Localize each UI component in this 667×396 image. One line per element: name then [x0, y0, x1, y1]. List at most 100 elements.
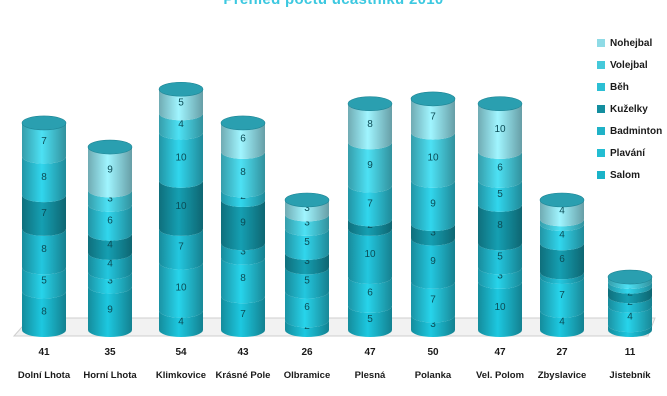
segment-value-label: 6: [367, 287, 373, 298]
bar-segment: [159, 113, 203, 140]
legend-item: Volejbal: [597, 54, 665, 76]
bar-segment: [88, 204, 132, 241]
segment-value-label: 6: [497, 162, 503, 173]
segment-value-label: 4: [107, 259, 113, 270]
segment-value-label: 4: [559, 230, 565, 241]
bar-segment: [411, 315, 455, 337]
segment-value-label: 4: [178, 119, 184, 130]
bar-segment: [478, 243, 522, 275]
bar-segment: [88, 233, 132, 260]
segment-value-label: 10: [364, 249, 376, 260]
segment-value-label: 5: [304, 237, 310, 248]
bar-segment: [411, 224, 455, 246]
segment-value-label: 4: [178, 316, 184, 327]
bar-segment: [88, 272, 132, 294]
legend-label: Salom: [610, 169, 641, 181]
legend-item: Nohejbal: [597, 32, 665, 54]
bar-cap: [607, 269, 653, 285]
bar-segment: [159, 310, 203, 337]
bar-segment: [478, 281, 522, 337]
legend-label: Badminton: [610, 125, 663, 137]
bar-cap: [220, 115, 266, 131]
bar-cap: [87, 139, 133, 155]
segment-value-label: 3: [240, 247, 246, 258]
bar-segment: [540, 272, 584, 285]
segment-value-label: 5: [178, 97, 184, 108]
bar-cap: [284, 192, 330, 208]
segment-value-label: 8: [41, 307, 47, 318]
legend-item: Běh: [597, 76, 665, 98]
segment-value-label: 3: [304, 256, 310, 267]
bar-segment: [348, 305, 392, 337]
segment-value-label: 3: [107, 194, 113, 205]
bar-segment: [221, 190, 265, 207]
segment-value-label: 9: [107, 304, 113, 315]
legend-label: Volejbal: [610, 59, 648, 71]
bar-segment: [608, 325, 652, 337]
bar-segment: [221, 296, 265, 337]
bar-segment: [348, 103, 392, 150]
bar-segment: [411, 132, 455, 188]
bar-segment: [411, 281, 455, 323]
bar-segment: [22, 156, 66, 203]
bar-segment: [159, 89, 203, 121]
segment-value-label: 6: [559, 254, 565, 265]
segment-value-label: 5: [497, 189, 503, 200]
segment-value-label: 10: [175, 283, 187, 294]
bar-segment: [22, 267, 66, 299]
segment-value-label: 6: [240, 133, 246, 144]
legend-item: Plavání: [597, 142, 665, 164]
segment-value-label: 7: [559, 290, 565, 301]
bar-segment: [540, 200, 584, 227]
bar-segment: [221, 243, 265, 265]
segment-value-label: 8: [41, 244, 47, 255]
bar-segment: [540, 219, 584, 232]
bar-segment: [478, 180, 522, 212]
segment-value-label: 9: [430, 198, 436, 209]
legend-swatch: [597, 171, 605, 179]
bar-segment: [159, 180, 203, 236]
bar-segment: [478, 103, 522, 159]
segment-value-label: 10: [175, 201, 187, 212]
legend-swatch: [597, 61, 605, 69]
bar-segment: [88, 190, 132, 212]
bar-segment: [285, 252, 329, 275]
bar-segment: [348, 228, 392, 285]
bar-segment: [285, 214, 329, 236]
legend-label: Plavání: [610, 147, 646, 159]
bar-segment: [88, 252, 132, 280]
bar-segment: [348, 142, 392, 193]
bar-segment: [411, 238, 455, 289]
bar-segment: [159, 228, 203, 270]
bar-segment: [88, 286, 132, 337]
segment-value-label: 4: [559, 316, 565, 327]
segment-value-label: 7: [41, 208, 47, 219]
segment-value-label: 5: [367, 314, 373, 325]
bar-segment: [478, 204, 522, 251]
bar-segment: [478, 151, 522, 188]
segment-value-label: 7: [240, 309, 246, 320]
segment-value-label: 9: [107, 165, 113, 176]
bar-segment: [411, 180, 455, 232]
segment-value-label: 5: [497, 251, 503, 262]
segment-value-label: 10: [494, 124, 506, 135]
bar-segment: [608, 305, 652, 333]
bar-segment: [608, 281, 652, 294]
segment-value-label: 8: [240, 273, 246, 284]
bar-segment: [540, 310, 584, 337]
segment-value-label: 3: [430, 227, 436, 238]
bar-segment: [608, 277, 652, 289]
segment-value-label: 7: [41, 136, 47, 147]
segment-value-label: 3: [107, 275, 113, 286]
segment-value-label: 4: [107, 239, 113, 250]
legend-item: Salom: [597, 164, 665, 186]
bar-segment: [348, 219, 392, 236]
segment-value-label: 10: [494, 302, 506, 313]
segment-value-label: 7: [367, 198, 373, 209]
segment-value-label: 7: [430, 295, 436, 306]
bar-segment: [285, 200, 329, 222]
bar-segment: [88, 147, 132, 198]
segment-value-label: 6: [304, 302, 310, 313]
bar-segment: [540, 277, 584, 318]
bar-segment: [348, 277, 392, 313]
